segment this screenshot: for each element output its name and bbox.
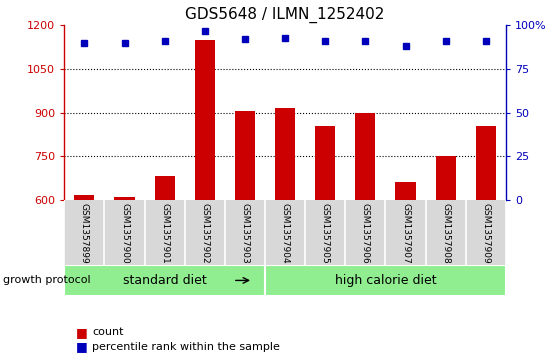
Text: ■: ■: [75, 326, 87, 339]
Text: GSM1357902: GSM1357902: [200, 203, 209, 264]
Bar: [115, 197, 135, 200]
Bar: [275, 108, 295, 200]
Text: standard diet: standard diet: [123, 274, 206, 287]
Bar: [315, 126, 335, 200]
Text: ■: ■: [75, 340, 87, 353]
Text: GSM1357899: GSM1357899: [80, 203, 89, 264]
Text: GSM1357903: GSM1357903: [240, 203, 249, 264]
Bar: [195, 40, 215, 200]
Bar: [396, 182, 415, 200]
Text: GSM1357908: GSM1357908: [441, 203, 450, 264]
Text: GSM1357907: GSM1357907: [401, 203, 410, 264]
Bar: [476, 126, 496, 200]
Bar: [435, 156, 456, 200]
Text: GSM1357901: GSM1357901: [160, 203, 169, 264]
Bar: [74, 195, 94, 200]
Text: count: count: [92, 327, 124, 337]
Text: percentile rank within the sample: percentile rank within the sample: [92, 342, 280, 352]
Bar: [356, 113, 376, 200]
Text: high calorie diet: high calorie diet: [335, 274, 436, 287]
Bar: [235, 111, 255, 200]
Bar: [155, 176, 174, 200]
Text: GSM1357905: GSM1357905: [321, 203, 330, 264]
Text: GSM1357904: GSM1357904: [281, 203, 290, 264]
Text: GSM1357906: GSM1357906: [361, 203, 370, 264]
Title: GDS5648 / ILMN_1252402: GDS5648 / ILMN_1252402: [186, 7, 385, 23]
Text: GSM1357909: GSM1357909: [481, 203, 490, 264]
Text: growth protocol: growth protocol: [3, 276, 91, 285]
Bar: [64, 265, 265, 296]
Text: GSM1357900: GSM1357900: [120, 203, 129, 264]
Bar: [265, 265, 506, 296]
